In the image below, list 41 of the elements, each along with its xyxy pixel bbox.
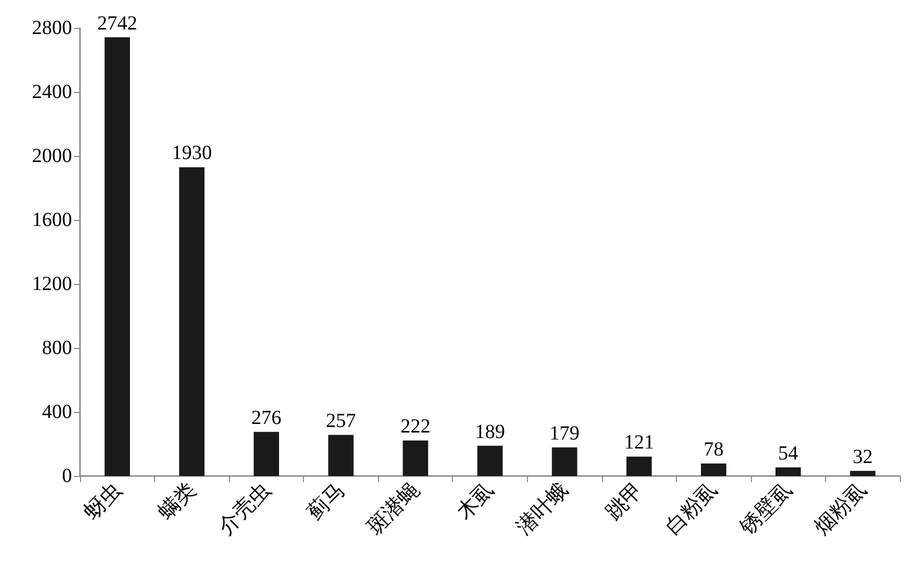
x-tick-label: 螨类 <box>154 478 200 524</box>
data-label: 222 <box>400 415 430 438</box>
bar <box>700 464 726 476</box>
data-label: 276 <box>251 406 282 429</box>
bar <box>104 37 130 476</box>
x-tick-label: 白粉虱 <box>660 478 722 540</box>
bar <box>477 446 503 476</box>
y-tick-label: 2400 <box>32 81 72 103</box>
y-tick-label: 400 <box>42 401 72 423</box>
y-tick-label: 800 <box>42 337 72 359</box>
y-tick-label: 2800 <box>32 17 72 39</box>
data-label: 257 <box>326 410 356 432</box>
x-tick-label: 蓟马 <box>302 478 350 524</box>
x-tick-label: 介壳虫 <box>213 478 275 540</box>
data-label: 2742 <box>97 12 138 34</box>
y-tick-label: 1200 <box>32 273 72 295</box>
data-label: 32 <box>852 446 873 468</box>
data-label: 1930 <box>172 142 212 164</box>
y-tick-label: 2000 <box>32 145 72 167</box>
x-tick-label: 蚜虫 <box>79 478 126 524</box>
bar <box>179 167 204 476</box>
bar <box>328 434 354 476</box>
y-tick-label: 1600 <box>32 209 72 231</box>
bar <box>776 467 801 476</box>
data-label: 78 <box>704 438 724 461</box>
x-tick-label: 斑潜蝇 <box>362 478 424 540</box>
x-tick-label: 锈壁虱 <box>734 478 797 540</box>
data-label: 189 <box>475 420 505 443</box>
data-label: 54 <box>778 442 798 464</box>
bar <box>626 456 652 476</box>
y-tick-label: 0 <box>62 465 72 487</box>
x-tick-label: 木虱 <box>452 478 498 524</box>
x-tick-label: 潜叶蛾 <box>512 478 574 540</box>
x-tick-label: 跳甲 <box>600 478 648 524</box>
bar <box>402 440 428 476</box>
bar <box>254 432 280 476</box>
bar <box>850 470 876 476</box>
bar <box>552 447 578 476</box>
x-tick-label: 烟粉虱 <box>810 478 872 540</box>
data-label: 121 <box>624 432 654 454</box>
data-label: 179 <box>550 422 580 444</box>
